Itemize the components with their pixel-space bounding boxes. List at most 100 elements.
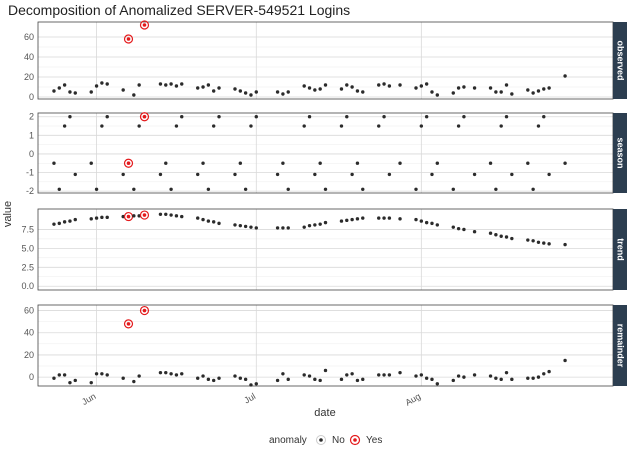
- y-tick-label: 0: [29, 92, 34, 102]
- data-point: [105, 215, 109, 220]
- anomaly-ring: [123, 158, 134, 168]
- data-point: [355, 378, 360, 383]
- data-point: [424, 220, 429, 225]
- data-point: [281, 161, 285, 165]
- data-point: [472, 230, 477, 234]
- facet-strip: [613, 209, 627, 290]
- data-point: [169, 187, 173, 191]
- anomaly-ring: [123, 34, 134, 44]
- data-point: [536, 240, 541, 245]
- data-point: [419, 84, 424, 88]
- data-point: [350, 85, 354, 89]
- y-tick-label: 20: [24, 350, 34, 360]
- facet-strip: [613, 22, 627, 99]
- data-point: [238, 223, 243, 228]
- data-point: [286, 90, 290, 94]
- data-point: [174, 373, 179, 377]
- anomaly-point: [126, 161, 131, 166]
- data-point: [275, 378, 280, 383]
- data-point: [430, 377, 434, 382]
- data-point: [547, 242, 551, 246]
- data-point: [180, 372, 184, 376]
- data-point: [361, 90, 365, 94]
- legend-entry-no: No: [332, 435, 345, 446]
- data-point: [462, 115, 466, 119]
- data-point: [100, 215, 104, 220]
- y-tick-label: 0.0: [21, 281, 34, 291]
- data-point: [526, 88, 530, 92]
- data-point: [339, 219, 344, 223]
- data-point: [419, 219, 424, 223]
- data-point: [89, 380, 93, 385]
- data-point: [94, 216, 99, 220]
- facet-strip: [613, 113, 627, 193]
- data-point: [158, 82, 163, 86]
- data-point: [73, 91, 77, 95]
- data-point: [499, 377, 503, 382]
- data-point: [377, 83, 381, 87]
- data-point: [201, 374, 205, 378]
- data-point: [510, 236, 514, 241]
- data-point: [302, 84, 306, 88]
- y-tick-label: 40: [24, 328, 34, 338]
- data-point: [456, 124, 461, 128]
- data-point: [318, 378, 322, 383]
- facet-observed: 0 20 40 60 observed: [24, 20, 627, 102]
- facet-trend: 0.0 2.5 5.0 7.5 trend: [21, 208, 627, 291]
- data-point: [499, 234, 503, 238]
- data-point: [243, 91, 248, 95]
- facet-strip-label: season: [616, 137, 626, 168]
- x-tick-label: Aug: [403, 391, 422, 408]
- data-point: [542, 87, 546, 91]
- data-point: [211, 124, 216, 128]
- legend-key-no: [319, 438, 323, 442]
- data-point: [233, 87, 237, 91]
- data-point: [275, 90, 280, 94]
- data-point: [387, 216, 392, 220]
- data-point: [504, 235, 509, 239]
- y-tick-label: 7.5: [21, 224, 34, 234]
- data-point: [73, 217, 77, 222]
- data-point: [254, 115, 258, 119]
- chart-title: Decomposition of Anomalized SERVER-54952…: [8, 2, 350, 18]
- data-point: [68, 115, 72, 119]
- data-point: [286, 187, 290, 191]
- data-point: [211, 220, 216, 224]
- y-tick-label: -1: [26, 168, 34, 178]
- data-point: [472, 172, 477, 177]
- y-tick-label: 1: [29, 130, 34, 140]
- data-point: [547, 172, 551, 177]
- data-point: [174, 124, 179, 128]
- y-tick-label: 0: [29, 149, 34, 159]
- data-point: [462, 375, 466, 379]
- data-point: [377, 216, 381, 220]
- data-point: [52, 222, 56, 226]
- data-point: [488, 86, 493, 90]
- data-point: [281, 226, 285, 230]
- data-point: [180, 214, 184, 219]
- anomaly-ring: [139, 20, 150, 30]
- data-point: [169, 213, 173, 217]
- data-point: [132, 379, 136, 384]
- data-point: [286, 377, 290, 382]
- data-point: [132, 93, 136, 97]
- data-point: [563, 74, 567, 78]
- data-point: [132, 214, 136, 218]
- legend-entry-yes: Yes: [366, 435, 382, 446]
- data-point: [243, 377, 248, 382]
- data-point: [382, 216, 386, 220]
- data-point: [196, 216, 200, 220]
- data-point: [536, 89, 541, 93]
- data-point: [542, 372, 546, 376]
- data-point: [339, 87, 344, 91]
- data-point: [435, 161, 440, 165]
- anomaly-point: [142, 308, 147, 313]
- data-point: [345, 83, 349, 87]
- data-point: [350, 217, 354, 222]
- data-point: [536, 124, 541, 128]
- data-point: [62, 83, 67, 87]
- data-point: [398, 161, 402, 165]
- data-point: [275, 226, 280, 230]
- data-point: [504, 370, 509, 375]
- data-point: [158, 370, 163, 375]
